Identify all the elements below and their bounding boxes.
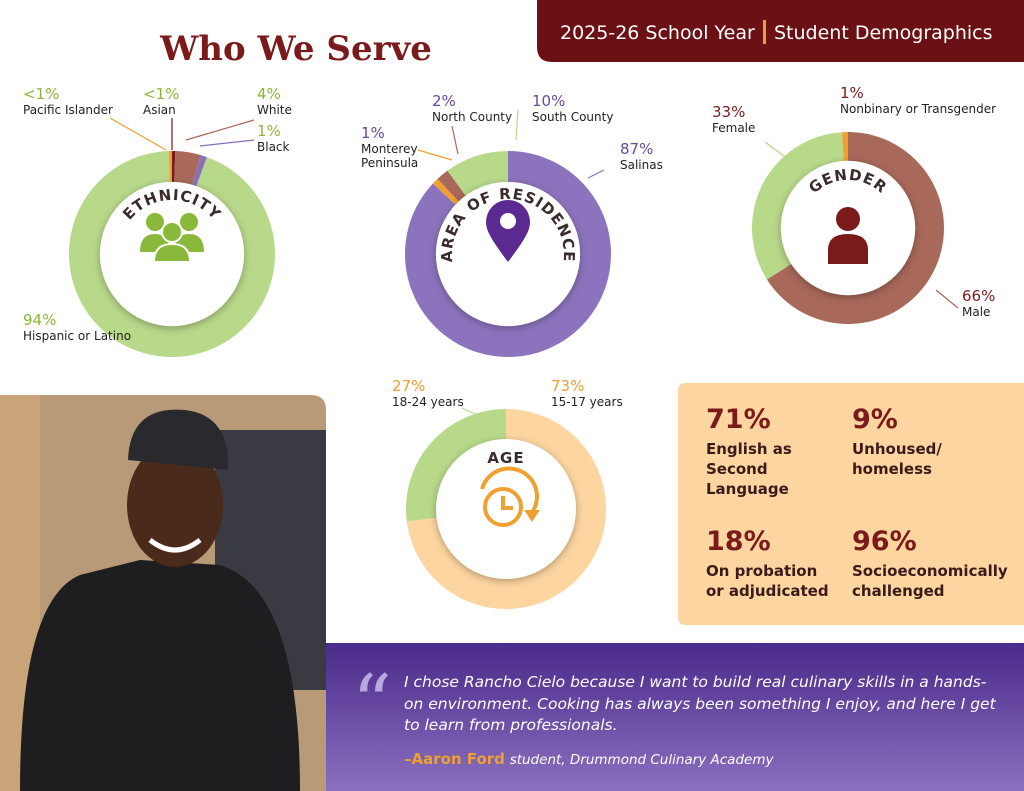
banner-right: Student Demographics [774,22,993,44]
leader-line [109,117,167,151]
category-label: Pacific Islander [23,103,113,117]
donuts [69,109,959,609]
banner-separator [763,20,766,44]
leader-line [515,109,519,141]
category-label: White [257,103,292,117]
category-label: Nonbinary or Transgender [840,102,997,116]
value-label: 27% [392,377,426,395]
person-icon [828,207,868,264]
banner [537,0,1024,62]
leader-line [185,119,255,141]
clock-icon [480,466,540,527]
value-label: 1% [257,122,281,140]
value-label: 33% [712,103,746,121]
stat: 18% On probation or adjudicated [706,527,856,601]
leader-line [417,149,453,161]
quote-text: I chose Rancho Cielo because I want to b… [404,673,996,735]
stat-text: Unhoused/ homeless [852,439,942,478]
value-label: 66% [962,287,996,305]
value-label: 73% [551,377,585,395]
leader-line [587,169,605,179]
category-label: Black [257,140,290,154]
stat-value: 96% [852,526,917,557]
page-title: Who We Serve [159,29,432,69]
stat: 71% English as Second Language [706,405,856,499]
value-label: 4% [257,85,281,103]
category-label: 15-17 years [551,395,623,409]
leader-line [764,141,793,163]
category-label: North County [432,110,513,124]
value-label: 1% [840,84,864,102]
stat-value: 71% [706,404,771,435]
value-label: 1% [361,124,385,142]
category-label: Monterey Peninsula [361,142,419,170]
stats-box [678,383,1024,625]
quote-attribution: –Aaron Ford student, Drummond Culinary A… [404,750,773,768]
stat: 96% Socioeconomically challenged [852,527,1022,601]
category-label: Male [962,305,991,319]
stat-text: Socioeconomically challenged [852,561,1008,600]
stat-value: 18% [706,526,771,557]
leader-line [461,407,489,421]
category-label: 18-24 years [392,395,464,409]
category-label: Hispanic or Latino [23,329,132,343]
category-label: South County [532,110,614,124]
pin-icon [486,200,530,262]
stat: 9% Unhoused/ homeless [852,405,1002,479]
people-icon [140,213,204,263]
photo [0,395,326,791]
leader-line [935,289,959,309]
quote-role: student, Drummond Culinary Academy [509,752,774,768]
leader-line [451,125,459,155]
stat-text: English as Second Language [706,439,792,499]
stat-value: 9% [852,404,898,435]
category-label: Female [712,121,756,135]
chart-title: AGE [487,449,524,467]
value-label: 87% [620,140,654,158]
value-label: 2% [432,92,456,110]
category-label: Asian [143,103,176,117]
value-label: 10% [532,92,566,110]
value-label: 94% [23,311,57,329]
stat-text: On probation or adjudicated [706,561,829,600]
quote-mark: “ [352,659,392,749]
value-label: <1% [143,85,180,103]
banner-left: 2025-26 School Year [560,22,755,44]
quote-box [326,643,1024,791]
quote-name: –Aaron Ford [404,750,505,768]
value-label: <1% [23,85,60,103]
leader-line [199,139,255,147]
category-label: Salinas [620,158,663,172]
